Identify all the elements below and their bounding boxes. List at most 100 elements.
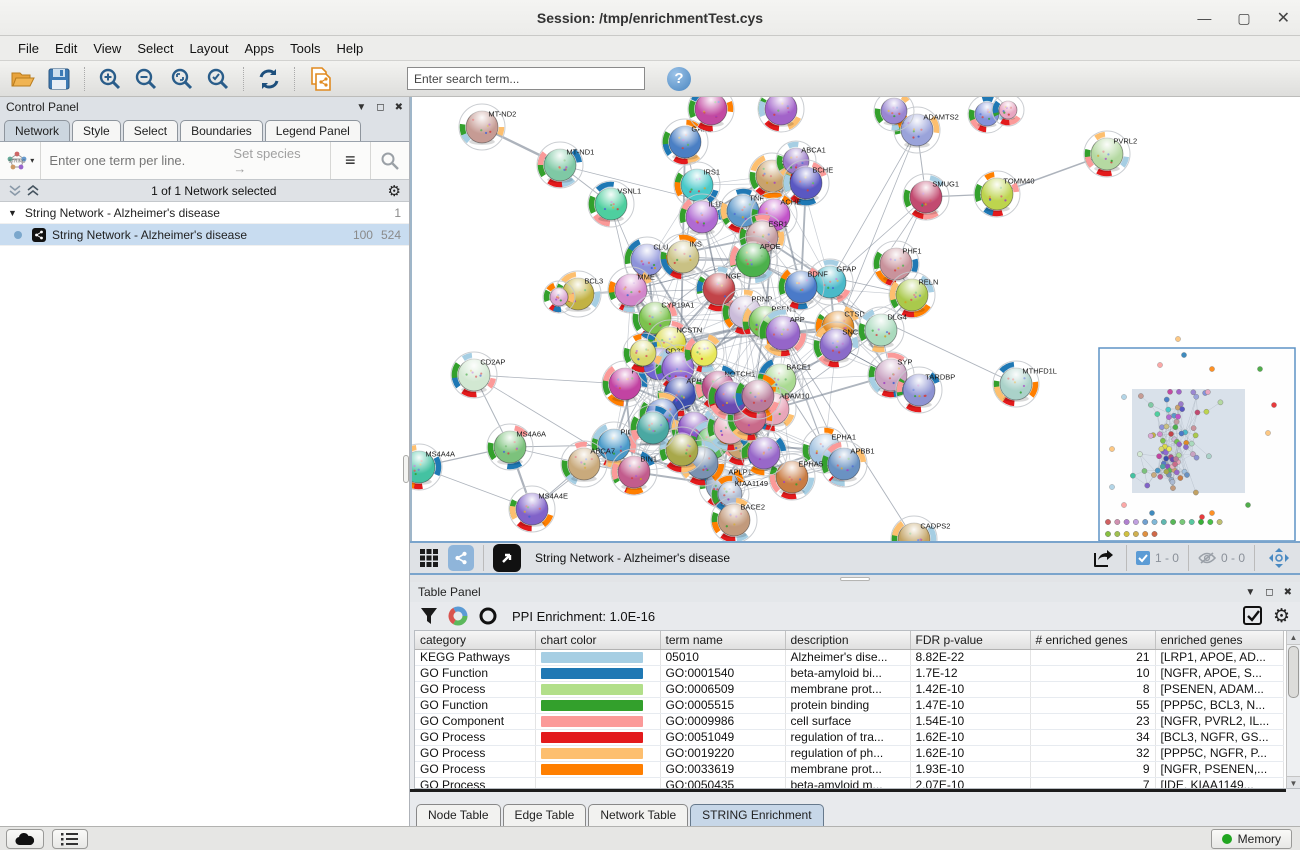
network-node-ms4a4a[interactable]: MS4A4A [412,443,455,491]
column-header-2[interactable]: term name [660,631,786,650]
select-genes-checkbox-icon[interactable] [1242,606,1263,626]
expand-all-icon[interactable] [26,184,40,197]
tab-boundaries[interactable]: Boundaries [180,120,263,141]
checkbox-icon[interactable] [1135,551,1150,565]
grid-view-button[interactable] [416,545,442,571]
network-node-bin1[interactable]: BIN1 [610,448,658,496]
column-header-3[interactable]: description [785,631,911,650]
tab-select[interactable]: Select [122,120,179,141]
network-node-gab2[interactable]: GAB2 [661,118,711,166]
panel-float-icon[interactable]: ◻ [376,101,385,113]
network-node-vsnl1[interactable]: VSNL1 [587,180,641,228]
enrichment-settings-gear-icon[interactable]: ⚙ [1272,605,1290,627]
table-row[interactable]: GO Process GO:0006509 membrane prot... 1.42… [415,681,1284,698]
column-header-1[interactable]: chart color [535,631,661,650]
tree-expand-icon[interactable]: ▼ [8,207,17,218]
network-canvas[interactable]: MT-ND2 MT-ND1 VSNL1 GAB2 ADAMTS2 PVRL2 SMUG1 TO… [403,97,1300,541]
table-row[interactable]: GO Process GO:0051049 regulation of tra...… [415,729,1284,746]
network-node-apbb1[interactable]: APBB1 [820,440,875,488]
table-bottom-scrollbar[interactable] [410,789,1286,792]
species-hint-label[interactable]: Set species → [233,145,301,176]
donut-chart-icon[interactable] [448,606,468,626]
menu-tools[interactable]: Tools [290,40,321,56]
panel-close-icon[interactable]: ✖ [394,101,403,113]
zoom-fit-button[interactable] [167,65,197,93]
zoom-out-button[interactable] [131,65,161,93]
network-node-smug1[interactable]: SMUG1 [902,173,959,221]
table-panel-close-icon[interactable]: ✖ [1283,586,1292,598]
export-network-button[interactable] [1087,544,1117,572]
scrollbar-thumb[interactable] [1288,646,1299,698]
network-node-ms4a4e[interactable]: MS4A4E [508,485,568,533]
network-node[interactable] [734,372,782,420]
copy-network-button[interactable] [305,65,335,93]
menu-view[interactable]: View [93,40,122,56]
zoom-selected-button[interactable] [203,65,233,93]
string-search-button[interactable] [369,142,409,179]
network-node-ppp5c[interactable]: PPP5C [601,360,657,408]
network-node[interactable] [687,97,735,133]
network-node[interactable] [622,332,664,374]
table-row[interactable]: KEGG Pathways 05010 Alzheimer's dise... 8.8… [415,649,1284,666]
column-header-4[interactable]: FDR p-value [910,631,1031,650]
network-node-pvrl2[interactable]: PVRL2 [1083,130,1137,178]
network-node-tomm40[interactable]: TOMM40 [973,170,1035,218]
ring-icon[interactable] [478,606,498,626]
network-node-mthfd1l[interactable]: MTHFD1L [992,360,1057,408]
birdseye-overview[interactable] [1098,336,1296,541]
scroll-up-icon[interactable]: ▲ [1287,631,1300,645]
network-node-ins[interactable]: INS [659,233,707,281]
collapse-all-icon[interactable] [8,184,22,197]
table-scrollbar[interactable]: ▲ ▼ [1286,631,1300,788]
panel-splitter-handle[interactable] [403,455,409,483]
network-node-bdnf[interactable]: BDNF [777,263,828,311]
table-row[interactable]: GO Process GO:0033619 membrane prot... 1.93… [415,761,1284,778]
minimize-button[interactable]: — [1197,10,1212,26]
cloud-button[interactable] [6,828,44,849]
tab-string-enrichment[interactable]: STRING Enrichment [690,804,824,826]
network-node-mt-nd2[interactable]: MT-ND2 [458,103,516,151]
column-header-5[interactable]: # enriched genes [1030,631,1156,650]
network-node-phf1[interactable]: PHF1 [872,240,922,288]
network-node-mme[interactable]: MME [607,266,655,314]
menu-file[interactable]: File [18,40,39,56]
network-node[interactable] [991,97,1025,127]
network-node-bace2[interactable]: BACE2 [710,496,765,541]
zoom-in-button[interactable] [95,65,125,93]
network-node-app[interactable]: APP [758,308,808,358]
column-header-6[interactable]: enriched genes [1155,631,1284,650]
menu-apps[interactable]: Apps [244,40,275,56]
network-node[interactable] [740,429,788,477]
tab-style[interactable]: Style [72,120,121,141]
table-row[interactable]: GO Component GO:0009986 cell surface 1.54E-… [415,713,1284,730]
network-collection-row[interactable]: ▼ String Network - Alzheimer's disease 1 [0,202,409,224]
tab-node-table[interactable]: Node Table [416,804,501,826]
birdseye-toggle-button[interactable] [448,545,474,571]
network-node[interactable] [658,426,706,474]
tab-edge-table[interactable]: Edge Table [502,804,587,826]
network-node-dlg4[interactable]: DLG4 [857,306,907,354]
table-row[interactable]: GO Process GO:0050435 beta-amyloid m... 2.0… [415,777,1284,788]
network-node[interactable] [683,332,725,374]
save-session-button[interactable] [44,65,74,93]
network-row[interactable]: String Network - Alzheimer's disease 100… [0,224,409,246]
network-node-ms4a6a[interactable]: MS4A6A [486,423,546,471]
help-button[interactable]: ? [667,66,691,91]
network-node-bche[interactable]: BCHE [782,159,833,207]
table-row[interactable]: GO Function GO:0001540 beta-amyloid bi... 1… [415,665,1284,682]
table-row[interactable]: GO Function GO:0005515 protein binding 1.47… [415,697,1284,714]
horizontal-splitter[interactable] [410,575,1300,582]
network-node-cadps2[interactable]: CADPS2 [890,515,950,541]
maximize-button[interactable]: ▢ [1237,9,1251,26]
menu-help[interactable]: Help [336,40,364,56]
string-term-input[interactable] [41,153,234,168]
panel-menu-icon[interactable]: ▼ [356,101,367,113]
search-input[interactable] [407,67,645,90]
eye-slash-icon[interactable] [1198,551,1216,565]
network-node-tardbp[interactable]: TARDBP [895,366,955,414]
tab-network-table[interactable]: Network Table [588,804,689,826]
filter-icon[interactable] [420,607,438,625]
navigate-button[interactable] [1264,544,1294,572]
close-button[interactable]: ✕ [1276,10,1290,27]
network-node-snca[interactable]: SNCA [812,321,863,369]
